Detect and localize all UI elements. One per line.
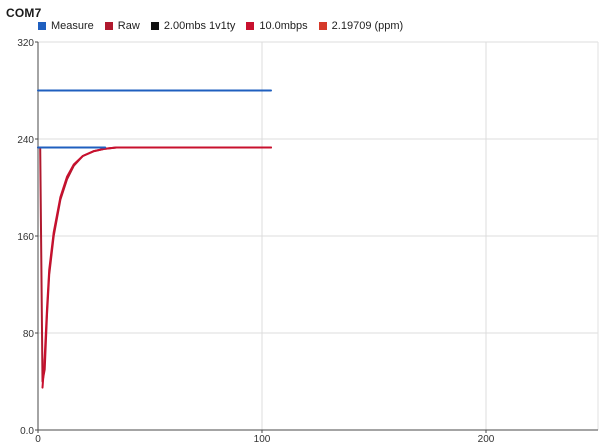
legend-swatch-10mbps — [246, 22, 255, 30]
x-tick-label-1: 100 — [254, 434, 271, 445]
legend-item-ppm[interactable]: 2.19709 (ppm) — [318, 20, 404, 32]
legend-swatch-raw — [104, 22, 113, 30]
y-tick-label-4: 0.0 — [20, 426, 34, 437]
x-tick-label-2: 200 — [478, 434, 495, 445]
series-line-1[interactable] — [37, 146, 272, 383]
legend-swatch-measure — [38, 22, 46, 30]
legend-swatch-ppm — [318, 22, 327, 30]
y-tick-label-2: 160 — [17, 232, 34, 243]
legend-item-raw[interactable]: Raw — [104, 20, 140, 32]
chart-legend: Measure Raw 2.00mbs 1v1ty 10.0mbps 2.197… — [38, 20, 414, 32]
legend-label-ppm: 2.19709 (ppm) — [331, 20, 404, 32]
legend-item-10mbps[interactable]: 10.0mbps — [246, 20, 308, 32]
legend-label-raw: Raw — [117, 20, 140, 32]
series-lines — [37, 89, 272, 389]
y-tick-label-3: 80 — [23, 329, 35, 340]
grid-lines — [38, 41, 599, 430]
legend-item-2mbs[interactable]: 2.00mbs 1v1ty — [150, 20, 236, 32]
legend-swatch-2mbs — [150, 22, 159, 30]
legend-label-measure: Measure — [51, 20, 94, 32]
series-line-2[interactable] — [41, 146, 272, 389]
x-tick-label-0: 0 — [35, 434, 41, 445]
legend-label-2mbs: 2.00mbs 1v1ty — [163, 20, 236, 32]
tick-labels: 320 240 160 80 0.00 100 200 — [17, 38, 494, 445]
window-title: COM7 — [6, 6, 42, 20]
y-tick-label-0: 320 — [17, 38, 34, 49]
legend-label-10mbps: 10.0mbps — [259, 20, 308, 32]
y-tick-label-1: 240 — [17, 135, 34, 146]
legend-item-measure[interactable]: Measure — [38, 20, 94, 32]
